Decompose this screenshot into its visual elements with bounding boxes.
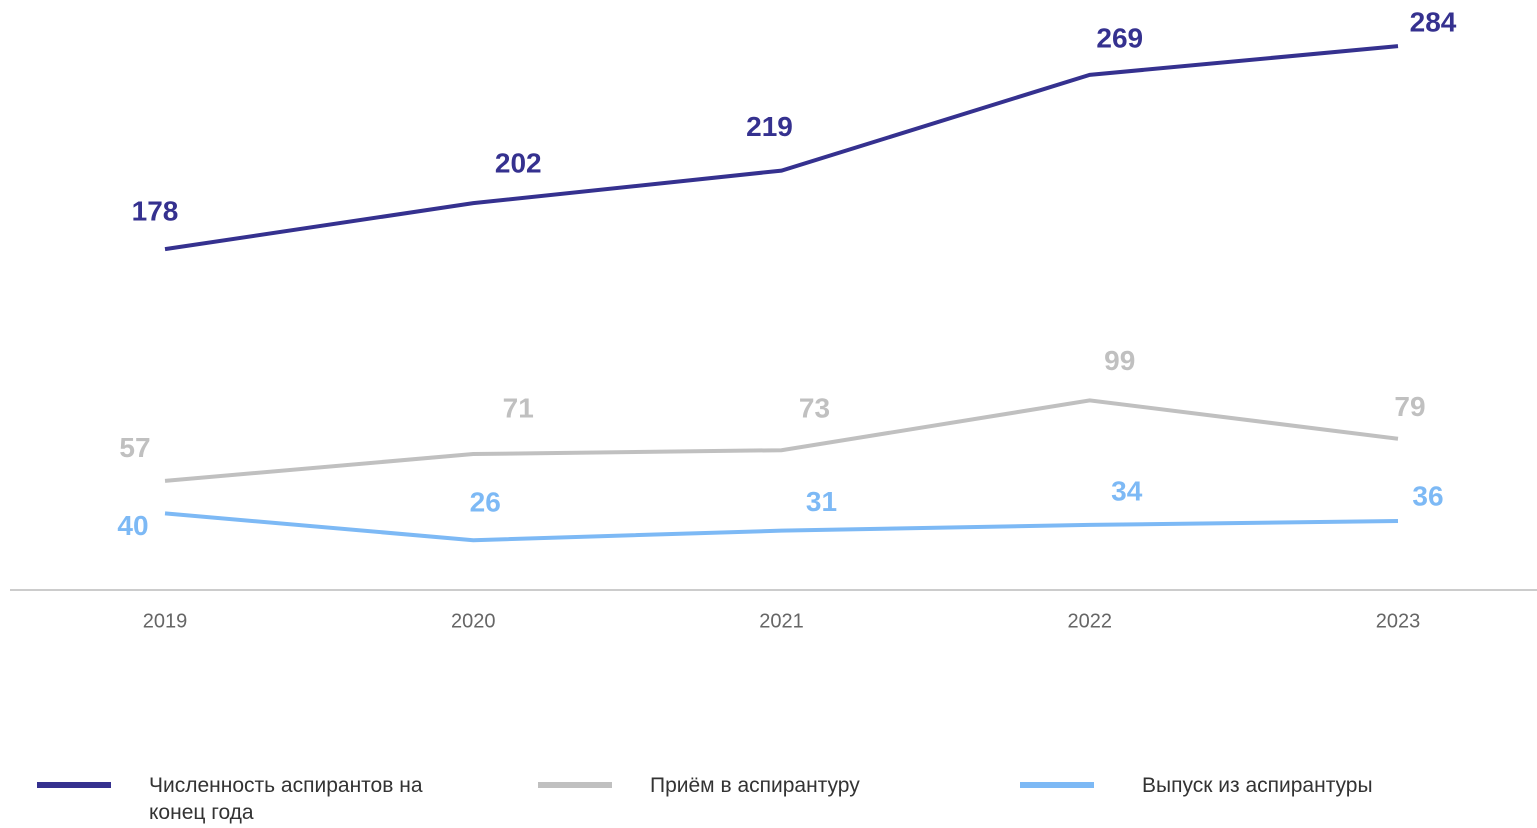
data-label: 73 bbox=[799, 393, 830, 424]
data-label: 178 bbox=[132, 196, 179, 227]
data-label: 36 bbox=[1412, 480, 1443, 511]
data-label: 71 bbox=[503, 392, 534, 423]
legend-item: Выпуск из аспирантуры bbox=[1020, 772, 1472, 799]
data-label: 284 bbox=[1410, 7, 1457, 38]
x-tick-label: 2023 bbox=[1376, 610, 1421, 632]
data-label: 31 bbox=[806, 486, 837, 517]
data-label: 202 bbox=[495, 148, 542, 179]
data-label: 57 bbox=[119, 432, 150, 463]
legend-item: Приём в аспирантуру bbox=[538, 772, 980, 799]
legend-label: Выпуск из аспирантуры bbox=[1142, 774, 1373, 797]
x-tick-label: 2020 bbox=[451, 610, 496, 632]
data-label: 26 bbox=[470, 487, 501, 518]
data-label: 269 bbox=[1096, 22, 1143, 53]
data-label: 34 bbox=[1111, 475, 1143, 506]
data-label: 79 bbox=[1394, 391, 1425, 422]
x-tick-label: 2022 bbox=[1068, 610, 1113, 632]
x-tick-label: 2019 bbox=[143, 610, 188, 632]
legend-label: Численность аспирантов на конец года bbox=[149, 774, 423, 824]
data-label: 219 bbox=[746, 111, 793, 142]
legend-swatch bbox=[37, 782, 111, 788]
data-label: 99 bbox=[1104, 345, 1135, 376]
legend-swatch bbox=[1020, 782, 1094, 788]
data-label: 40 bbox=[117, 510, 148, 541]
line bbox=[164, 44, 1399, 252]
legend-item: Численность аспирантов на конец года bbox=[37, 772, 479, 826]
legend-swatch bbox=[538, 782, 612, 788]
line bbox=[164, 398, 1399, 483]
x-tick-label: 2021 bbox=[759, 610, 804, 632]
line bbox=[164, 511, 1399, 543]
legend-label: Приём в аспирантуру bbox=[650, 774, 860, 797]
